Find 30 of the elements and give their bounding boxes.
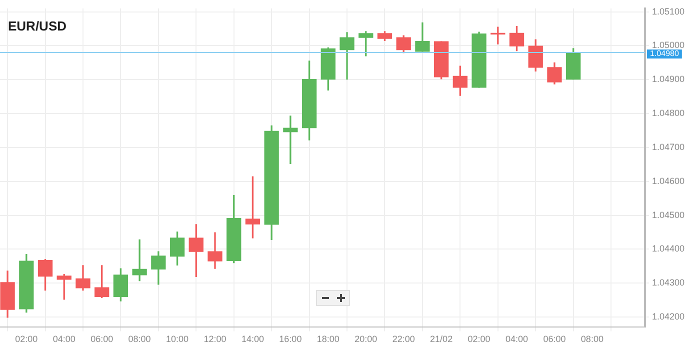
y-tick-label: 1.04300 <box>652 278 685 288</box>
y-tick-label: 1.04900 <box>652 74 685 84</box>
y-tick-label: 1.04700 <box>652 142 685 152</box>
x-tick-label: 08:00 <box>128 334 151 344</box>
y-tick-label: 1.04400 <box>652 244 685 254</box>
y-tick-label: 1.04600 <box>652 176 685 186</box>
x-tick-label: 12:00 <box>204 334 226 344</box>
x-tick-label: 06:00 <box>90 334 114 344</box>
x-tick-label: 02:00 <box>15 334 38 344</box>
y-tick-label: 1.04800 <box>652 108 685 118</box>
ref-line-label: 1.04980 <box>650 49 680 58</box>
x-tick-label: 10:00 <box>166 334 189 344</box>
y-tick-label: 1.05000 <box>652 40 685 50</box>
x-tick-label: 06:00 <box>543 334 566 344</box>
text: EUR/USD <box>8 18 67 34</box>
x-tick-label: 04:00 <box>505 334 528 344</box>
x-tick-label: 08:00 <box>580 334 604 344</box>
x-tick-label: 18:00 <box>316 334 340 344</box>
candlestick <box>283 116 298 164</box>
y-tick-label: 1.05100 <box>652 6 685 16</box>
x-tick-label: 16:00 <box>279 334 302 344</box>
y-tick-label: 1.04500 <box>652 210 685 220</box>
x-tick-label: 22:00 <box>392 334 415 344</box>
x-tick-label: 21/02 <box>430 334 453 344</box>
y-tick-label: 1.04200 <box>652 312 685 322</box>
x-tick-label: 02:00 <box>468 334 490 344</box>
candlestick <box>132 239 147 282</box>
x-tick-label: 14:00 <box>241 334 264 344</box>
x-tick-label: 04:00 <box>52 334 76 344</box>
x-tick-label: 20:00 <box>354 334 378 344</box>
